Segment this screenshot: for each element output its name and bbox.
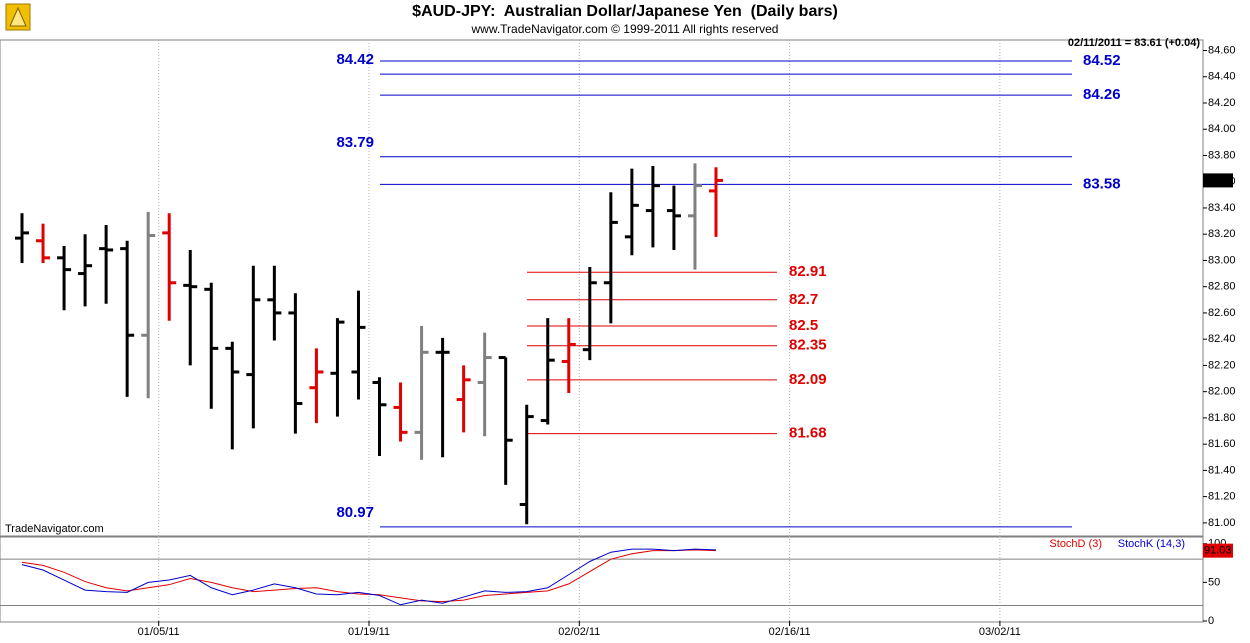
level-label: 84.42: [336, 51, 374, 68]
y-tick-label: 84.00: [1208, 123, 1236, 135]
last-value-label: 91.03: [1204, 545, 1232, 557]
legend-entry: StochK (14,3): [1118, 538, 1185, 550]
level-label: 84.52: [1083, 52, 1121, 69]
y-tick-label: 83.20: [1208, 228, 1236, 240]
y-tick-label: 83.00: [1208, 254, 1236, 266]
x-tick-label: 01/05/11: [138, 626, 180, 638]
x-tick-label: 01/19/11: [348, 626, 390, 638]
header-note: 02/11/2011 = 83.61 (+0.04): [1068, 37, 1200, 49]
chart-subtitle: www.TradeNavigator.com © 1999-2011 All r…: [471, 22, 779, 36]
level-label: 84.26: [1083, 86, 1121, 103]
watermark: TradeNavigator.com: [5, 523, 104, 535]
x-tick-label: 03/02/11: [979, 626, 1021, 638]
y-tick-label: 82.40: [1208, 333, 1236, 345]
y-tick-label: 81.40: [1208, 464, 1236, 476]
y-tick-label: 81.60: [1208, 438, 1236, 450]
y-tick-label: 84.60: [1208, 44, 1236, 56]
level-label: 82.09: [789, 371, 827, 388]
x-tick-label: 02/02/11: [558, 626, 600, 638]
legend-entry: StochD (3): [1049, 538, 1102, 550]
y-tick-label: 0: [1208, 615, 1214, 627]
y-tick-label: 82.20: [1208, 359, 1236, 371]
level-label: 80.97: [336, 504, 374, 521]
chart-title: $AUD-JPY: Australian Dollar/Japanese Yen…: [412, 3, 838, 20]
level-label: 82.91: [789, 263, 827, 280]
level-label: 82.35: [789, 337, 827, 354]
logo: [5, 3, 31, 31]
y-tick-label: 81.00: [1208, 517, 1236, 529]
y-tick-label: 84.20: [1208, 97, 1236, 109]
price-panel: [0, 39, 1204, 537]
last-price-label: 83.61: [1205, 174, 1233, 186]
stoch-panel: [0, 536, 1204, 623]
x-tick-label: 02/16/11: [769, 626, 811, 638]
level-label: 81.68: [789, 425, 827, 442]
y-tick-label: 83.80: [1208, 149, 1236, 161]
y-tick-label: 50: [1208, 576, 1220, 588]
level-label: 83.79: [336, 134, 374, 151]
y-tick-label: 82.60: [1208, 307, 1236, 319]
y-tick-label: 81.80: [1208, 412, 1236, 424]
level-label: 83.58: [1083, 175, 1121, 192]
y-tick-label: 81.20: [1208, 491, 1236, 503]
level-label: 82.7: [789, 291, 818, 308]
y-tick-label: 84.40: [1208, 71, 1236, 83]
stoch-line: [21, 548, 717, 606]
last-value-box: [1203, 543, 1233, 558]
y-tick-label: 82.00: [1208, 386, 1236, 398]
last-price-box: [1203, 173, 1233, 188]
y-tick-label: 83.40: [1208, 202, 1236, 214]
level-label: 82.5: [789, 317, 818, 334]
y-tick-label: 82.80: [1208, 281, 1236, 293]
